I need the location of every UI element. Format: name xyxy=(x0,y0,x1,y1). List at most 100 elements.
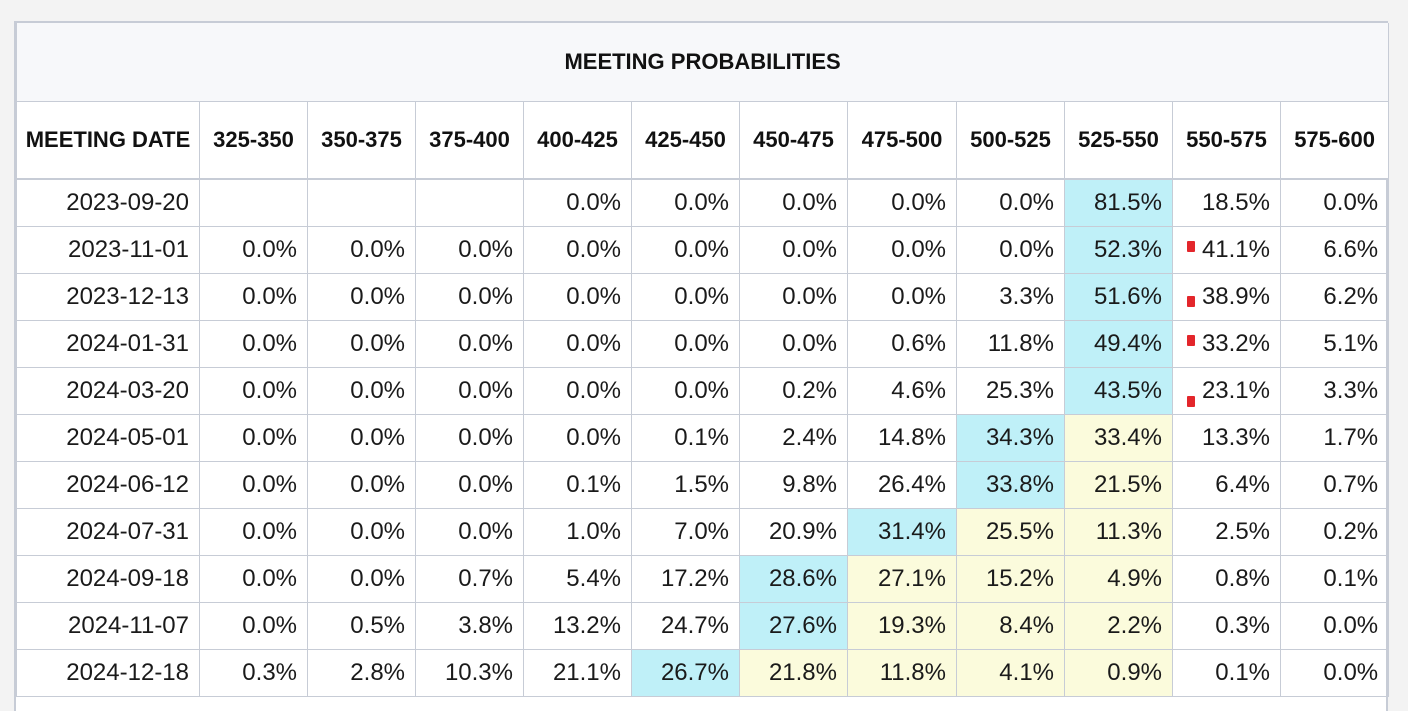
meeting-date-cell: 2023-09-20 xyxy=(16,178,200,227)
table-row: 2023-11-01 0.0% 0.0% 0.0% 0.0% 0.0% 0.0% 0.0% 0.… xyxy=(16,225,1390,274)
change-indicator-icon xyxy=(1187,240,1195,252)
probability-cell: 28.6% xyxy=(739,554,848,603)
probability-cell: 6.4% xyxy=(1172,460,1281,509)
meeting-date-cell: 2024-01-31 xyxy=(16,319,200,368)
probability-cell: 0.8% xyxy=(1172,554,1281,603)
column-header-range[interactable]: 475-500 xyxy=(847,100,957,180)
probability-cell: 26.7% xyxy=(631,648,740,697)
probability-cell: 8.4% xyxy=(956,601,1065,650)
probability-cell: 0.0% xyxy=(847,225,957,274)
probability-cell: 0.0% xyxy=(523,413,632,462)
probability-cell: 25.5% xyxy=(956,507,1065,556)
change-indicator-icon xyxy=(1187,295,1195,307)
probability-cell: 0.0% xyxy=(415,366,524,415)
probability-cell: 0.0% xyxy=(523,319,632,368)
column-header-range[interactable]: 525-550 xyxy=(1064,100,1173,180)
probability-cell: 25.3% xyxy=(956,366,1065,415)
probability-cell: 49.4% xyxy=(1064,319,1173,368)
meeting-date-cell: 2023-12-13 xyxy=(16,272,200,321)
probability-cell: 0.0% xyxy=(847,178,957,227)
probability-cell: 38.9% xyxy=(1172,272,1281,321)
probability-cell: 0.0% xyxy=(199,554,308,603)
probability-cell: 0.5% xyxy=(307,601,416,650)
probability-cell: 0.0% xyxy=(739,272,848,321)
column-header-meeting-date[interactable]: MEETING DATE xyxy=(16,100,200,180)
probability-cell: 0.0% xyxy=(199,460,308,509)
change-indicator-icon xyxy=(1187,334,1195,346)
probability-cell: 0.1% xyxy=(1279,554,1390,603)
column-header-range[interactable]: 450-475 xyxy=(739,100,848,180)
probability-cell: 0.0% xyxy=(415,225,524,274)
meeting-date-cell: 2024-03-20 xyxy=(16,366,200,415)
probability-cell xyxy=(199,178,308,227)
probability-cell: 51.6% xyxy=(1064,272,1173,321)
probability-cell: 0.1% xyxy=(1172,648,1281,697)
probability-cell: 24.7% xyxy=(631,601,740,650)
probability-cell: 0.0% xyxy=(415,507,524,556)
probability-cell: 11.8% xyxy=(956,319,1065,368)
table-row: 2024-09-18 0.0% 0.0% 0.7% 5.4% 17.2% 28.6% 27.1… xyxy=(16,554,1390,603)
column-header-range[interactable]: 500-525 xyxy=(956,100,1065,180)
probability-cell: 6.6% xyxy=(1279,225,1390,274)
probability-cell: 0.0% xyxy=(307,319,416,368)
probability-cell: 0.0% xyxy=(523,225,632,274)
table-row: 2023-09-20 0.0% 0.0% 0.0% 0.0% 0.0% 81.5% 18.5%… xyxy=(16,178,1390,227)
probability-value: 23.1% xyxy=(1201,376,1270,404)
probability-cell: 11.3% xyxy=(1064,507,1173,556)
probability-cell: 21.8% xyxy=(739,648,848,697)
probability-cell: 19.3% xyxy=(847,601,957,650)
column-header-range[interactable]: 350-375 xyxy=(307,100,416,180)
meeting-probabilities-table: MEETING PROBABILITIES MEETING DATE 325-3… xyxy=(15,23,1390,697)
probability-value: 33.2% xyxy=(1201,329,1270,357)
probability-cell: 0.0% xyxy=(631,272,740,321)
probability-cell: 3.3% xyxy=(956,272,1065,321)
probability-cell: 0.0% xyxy=(199,225,308,274)
meeting-date-cell: 2024-05-01 xyxy=(16,413,200,462)
probability-cell-content: 38.9% xyxy=(1174,282,1270,311)
column-header-range[interactable]: 325-350 xyxy=(199,100,308,180)
probability-cell: 11.8% xyxy=(847,648,957,697)
probability-cell: 0.0% xyxy=(307,272,416,321)
probability-cell: 27.1% xyxy=(847,554,957,603)
probability-cell: 0.0% xyxy=(1279,601,1390,650)
probability-cell: 0.0% xyxy=(956,178,1065,227)
probability-cell: 4.1% xyxy=(956,648,1065,697)
probability-cell: 2.4% xyxy=(739,413,848,462)
probability-cell: 0.1% xyxy=(631,413,740,462)
probability-cell: 0.1% xyxy=(523,460,632,509)
probability-cell: 0.0% xyxy=(199,413,308,462)
probability-cell-content: 41.1% xyxy=(1174,236,1270,264)
column-header-range[interactable]: 550-575 xyxy=(1172,100,1281,180)
probability-cell: 1.0% xyxy=(523,507,632,556)
column-header-range[interactable]: 425-450 xyxy=(631,100,740,180)
probability-cell: 21.5% xyxy=(1064,460,1173,509)
column-header-range[interactable]: 400-425 xyxy=(523,100,632,180)
probability-cell: 0.7% xyxy=(1279,460,1390,509)
probability-cell: 0.0% xyxy=(1279,178,1390,227)
column-header-range[interactable]: 575-600 xyxy=(1279,100,1390,180)
probability-cell: 0.2% xyxy=(1279,507,1390,556)
probability-cell: 13.3% xyxy=(1172,413,1281,462)
probability-cell: 0.0% xyxy=(631,319,740,368)
table-title: MEETING PROBABILITIES xyxy=(15,23,1390,102)
probability-cell: 10.3% xyxy=(415,648,524,697)
probability-value: 38.9% xyxy=(1201,282,1270,310)
meeting-date-cell: 2024-07-31 xyxy=(16,507,200,556)
probability-cell: 0.0% xyxy=(199,272,308,321)
probability-cell: 14.8% xyxy=(847,413,957,462)
table-row: 2024-01-31 0.0% 0.0% 0.0% 0.0% 0.0% 0.0% 0.6% 11… xyxy=(16,319,1390,368)
probability-cell: 2.8% xyxy=(307,648,416,697)
table-row: 2023-12-13 0.0% 0.0% 0.0% 0.0% 0.0% 0.0% 0.0% 3.… xyxy=(16,272,1390,321)
probability-cell: 13.2% xyxy=(523,601,632,650)
table-row: 2024-05-01 0.0% 0.0% 0.0% 0.0% 0.1% 2.4% 14.8% 3… xyxy=(16,413,1390,462)
probability-cell: 43.5% xyxy=(1064,366,1173,415)
probability-cell: 0.0% xyxy=(415,413,524,462)
column-header-range[interactable]: 375-400 xyxy=(415,100,524,180)
probability-cell: 34.3% xyxy=(956,413,1065,462)
table-row: 2024-12-18 0.3% 2.8% 10.3% 21.1% 26.7% 21.8% 11… xyxy=(16,648,1390,697)
probability-cell: 0.0% xyxy=(199,319,308,368)
probability-cell xyxy=(415,178,524,227)
probability-cell-content: 23.1% xyxy=(1174,376,1270,407)
meeting-date-cell: 2024-06-12 xyxy=(16,460,200,509)
probability-cell: 0.7% xyxy=(415,554,524,603)
